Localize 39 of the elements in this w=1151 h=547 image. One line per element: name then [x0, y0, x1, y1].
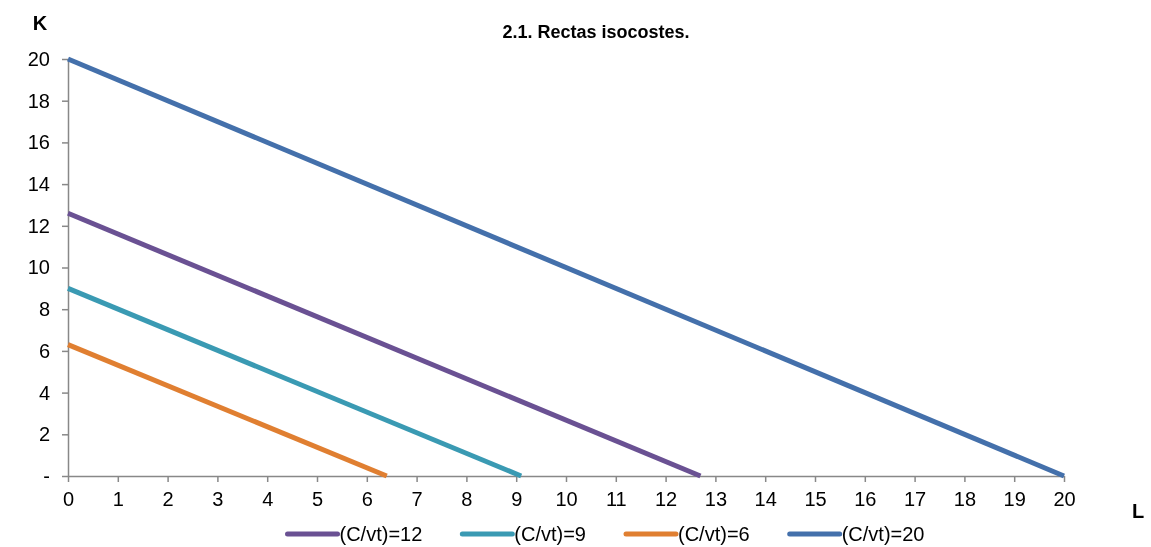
- legend-label: (C/vt)=12: [339, 523, 423, 545]
- x-tick-label: 9: [511, 488, 523, 511]
- x-tick-label: 10: [555, 488, 578, 511]
- x-tick-label: 6: [361, 488, 373, 511]
- legend-label: (C/vt)=6: [678, 523, 750, 545]
- y-tick-label: 4: [38, 381, 50, 404]
- x-tick-label: 12: [654, 488, 678, 511]
- y-tick-label: 2: [38, 423, 50, 446]
- legend-label: (C/vt)=9: [514, 523, 586, 545]
- x-tick-label: 14: [754, 488, 777, 511]
- y-tick-label: 8: [38, 298, 50, 321]
- x-tick-label: 16: [854, 488, 877, 511]
- x-tick-label: 18: [953, 488, 977, 511]
- x-tick-label: 19: [1003, 488, 1026, 511]
- x-tick-label: 15: [804, 488, 827, 511]
- y-tick-label: 18: [27, 89, 50, 112]
- x-tick-label: 20: [1053, 488, 1076, 511]
- y-tick-label: 12: [27, 214, 50, 237]
- y-tick-label: 10: [27, 256, 50, 279]
- x-tick-label: 11: [605, 488, 627, 511]
- chart-title: 2.1. Rectas isocostes.: [502, 22, 690, 42]
- x-tick-label: 8: [461, 488, 473, 511]
- x-tick-label: 0: [62, 488, 75, 511]
- x-tick-label: 5: [311, 488, 324, 511]
- x-tick-label: 4: [262, 488, 274, 511]
- y-axis-title: K: [32, 12, 48, 34]
- y-tick-label: 14: [27, 173, 50, 195]
- y-tick-label: 6: [38, 339, 50, 362]
- y-tick-label: 16: [27, 131, 50, 154]
- x-tick-label: 7: [411, 488, 423, 511]
- x-tick-label: 1: [112, 488, 124, 511]
- x-tick-label: 13: [704, 488, 728, 511]
- x-tick-label: 17: [903, 488, 927, 511]
- y-tick-label: 20: [27, 47, 50, 70]
- legend-label: (C/vt)=20: [841, 523, 925, 545]
- x-axis-title: L: [1131, 500, 1145, 522]
- x-tick-label: 2: [162, 488, 174, 511]
- x-tick-label: 3: [212, 488, 224, 511]
- y-tick-label: -: [43, 464, 50, 487]
